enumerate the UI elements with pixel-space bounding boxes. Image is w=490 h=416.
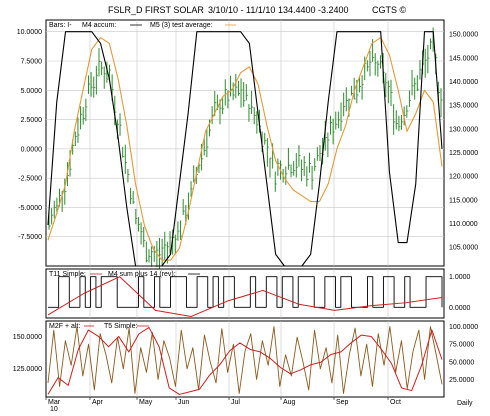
- bottom-left-tick-label: 125.0000: [13, 366, 42, 373]
- panel-main: 10.0000 7.5000 5.0000 2.5000 0.0000 -2.5000 -5…: [17, 19, 478, 270]
- header-name: FIRST SOLAR: [145, 5, 204, 15]
- x-tick-label: Jul: [231, 399, 240, 406]
- x-tick-label: Apr: [92, 399, 104, 406]
- bottom-left-tick-label: 150.0000: [13, 334, 42, 341]
- x-tick-label: Oct: [390, 399, 401, 406]
- bottom-frame: [45, 320, 445, 398]
- legend-m4-sum: M4 sum plus 14 (rev):: [108, 271, 176, 278]
- m4-sum-line: [47, 276, 443, 317]
- bottom-right-tick-label: 100.0000: [449, 324, 478, 331]
- legend-t11-simple: T11 Simple:: [49, 271, 86, 278]
- header-symbol: FSLR_D: [108, 5, 143, 15]
- legend-m5-average: M5 (3) test average:: [150, 22, 213, 29]
- main-right-tick-label: 150.0000: [449, 32, 478, 39]
- main-right-tick-label: 140.0000: [449, 79, 478, 86]
- bottom-right-tick-label: 75.0000: [449, 342, 474, 349]
- x-tick-label: May: [139, 399, 153, 406]
- middle-frame: [45, 268, 445, 319]
- bottom-right-tick-label: 50.0000: [449, 359, 474, 366]
- t11-simple-line: [48, 276, 443, 308]
- m2f-alt-line: [47, 326, 443, 395]
- legend-bars: Bars: I-: [49, 22, 72, 29]
- x-tick-label: Jun: [178, 399, 189, 406]
- legend-m4-accum: M4 accum:: [82, 22, 116, 29]
- main-right-tick-label: 105.0000: [449, 245, 478, 252]
- main-right-tick-label: 130.0000: [449, 126, 478, 133]
- main-left-tick-label: 0.0000: [21, 146, 43, 153]
- m4-accum-line: [47, 31, 443, 267]
- main-left-tick-label: -2.5000: [18, 176, 42, 183]
- x-tick-label: Mar: [48, 399, 61, 406]
- main-left-tick-label: 7.5000: [21, 59, 43, 66]
- main-right-tick-label: 110.0000: [449, 221, 478, 228]
- legend-t5-simple: T5 Simple:: [104, 323, 138, 330]
- m5-average-line: [47, 37, 443, 261]
- t5-simple-line: [47, 326, 443, 394]
- header-change: -3.2400: [318, 5, 349, 15]
- main-left-tick-label: 10.0000: [17, 29, 42, 36]
- main-left-tick-label: 2.5000: [21, 117, 43, 124]
- main-right-tick-label: 125.0000: [449, 150, 478, 157]
- x-tick-label: Aug: [283, 399, 296, 406]
- bottom-right-tick-label: 25.0000: [449, 377, 474, 384]
- legend-m2f-alt: M2F + alt:: [49, 323, 80, 330]
- middle-right-tick-label: 1.0000: [449, 274, 471, 281]
- x-tick-label: Sep: [336, 399, 349, 406]
- main-left-tick-label: 5.0000: [21, 88, 43, 95]
- main-right-tick-label: 135.0000: [449, 103, 478, 110]
- main-right-tick-label: 145.0000: [449, 55, 478, 62]
- header-last: 134.4400: [278, 5, 316, 15]
- main-left-tick-label: -5.0000: [18, 205, 42, 212]
- main-right-tick-label: 115.0000: [449, 197, 478, 204]
- main-right-tick-label: 120.0000: [449, 174, 478, 181]
- x-axis: Mar Apr May Jun Jul Aug Sep Oct: [45, 397, 401, 406]
- panel-middle: 1.0000 0.0000: [45, 268, 471, 319]
- middle-right-tick-label: 0.0000: [449, 305, 471, 312]
- panel-bottom: 150.0000 125.0000 100.0000 75.0000 50.0000 25…: [13, 320, 478, 398]
- main-left-tick-label: -7.5000: [18, 234, 42, 241]
- x-axis-year: 10: [50, 406, 58, 413]
- period-label: Daily: [457, 400, 473, 407]
- main-frame: [45, 19, 445, 267]
- header-copyright: CGTS ©: [372, 5, 407, 15]
- header-date-range: 3/10/10 - 11/1/10: [208, 5, 275, 15]
